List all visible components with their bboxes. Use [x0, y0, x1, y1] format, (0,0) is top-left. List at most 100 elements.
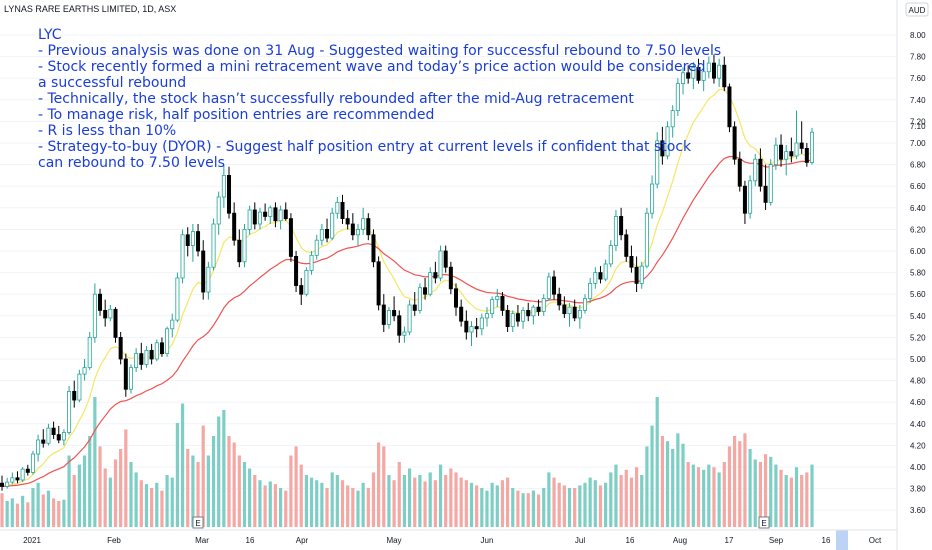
candle-body — [206, 266, 211, 293]
volume-bar — [227, 436, 231, 527]
x-tick-label: Oct — [869, 536, 882, 545]
volume-bar — [46, 490, 51, 527]
candle-body — [510, 313, 515, 328]
volume-bar — [428, 472, 432, 527]
candle-body — [433, 272, 438, 279]
volume-bar — [789, 477, 793, 527]
volume-bar — [392, 480, 396, 527]
y-tick-label: 4.80 — [910, 377, 926, 386]
volume-bar — [165, 475, 169, 527]
volume-bar — [144, 484, 149, 527]
candle-body — [371, 234, 376, 263]
y-tick-label: 4.00 — [910, 463, 926, 472]
candle-body — [454, 288, 459, 308]
volume-bar — [330, 472, 334, 527]
candle-body — [711, 62, 716, 79]
volume-bar — [10, 498, 14, 527]
volume-bar — [150, 488, 154, 527]
volume-bar — [134, 472, 138, 527]
annotation-line: - To manage risk, half position entries … — [38, 107, 434, 123]
volume-bar — [423, 481, 427, 527]
volume-bar — [320, 482, 324, 527]
candle-body — [278, 209, 283, 222]
candle-body — [92, 293, 97, 338]
volume-bar — [253, 475, 257, 527]
volume-bar — [77, 464, 81, 527]
candle-body — [660, 140, 665, 157]
volume-bar — [51, 498, 56, 527]
volume-bar — [733, 436, 737, 527]
volume-bar — [191, 455, 195, 527]
candle-body — [325, 228, 330, 239]
candlesticks — [0, 54, 815, 491]
candle-body — [180, 234, 185, 279]
candle-body — [376, 261, 381, 306]
candle-body — [737, 158, 742, 187]
candle-body — [603, 263, 608, 280]
volume-bar — [88, 436, 92, 527]
volume-bar — [464, 480, 468, 527]
volume-bar — [665, 441, 670, 527]
candle-body — [582, 298, 587, 311]
y-tick-label: 7.00 — [910, 139, 926, 148]
candle-body — [61, 432, 66, 441]
volume-bar — [72, 475, 76, 527]
volume-bar — [769, 456, 773, 527]
volume-bar — [609, 472, 613, 527]
candle-body — [366, 218, 371, 236]
candle-body — [655, 140, 660, 185]
volume-bar — [758, 462, 763, 527]
candle-body — [608, 245, 613, 265]
volume-bar — [655, 397, 659, 527]
volume-bar — [407, 468, 412, 527]
volume-bar — [598, 485, 603, 527]
x-tick-label: Jun — [481, 536, 494, 545]
y-tick-label: 8.00 — [910, 31, 926, 40]
candle-body — [36, 439, 41, 455]
price-axis[interactable]: 3.60 3.80 4.00 4.20 4.40 4.60 4.80 5.00 5.20 5.40… — [910, 31, 926, 515]
volume-bar — [573, 488, 577, 527]
candle-body — [299, 285, 304, 295]
candle-body — [252, 209, 257, 225]
candle-body — [804, 147, 809, 163]
volume-bar — [155, 482, 159, 527]
currency-badge[interactable] — [905, 2, 929, 17]
candle-body — [67, 390, 72, 433]
volume-bar — [542, 488, 546, 527]
volume-bar — [180, 403, 185, 527]
volume-bar — [805, 472, 809, 527]
candle-body — [681, 72, 686, 85]
volume-bar — [578, 485, 582, 527]
candle-body — [794, 142, 799, 157]
volume-bar — [242, 462, 247, 527]
volume-bar — [490, 482, 494, 527]
candle-body — [159, 342, 164, 354]
candle-body — [495, 295, 500, 300]
volume-bar — [315, 480, 319, 527]
volume-bar — [433, 480, 437, 527]
candle-body — [103, 309, 108, 319]
earnings-marker-label: E — [195, 519, 200, 528]
candle-body — [201, 250, 206, 293]
candle-body — [634, 266, 639, 284]
candle-body — [515, 313, 520, 322]
volume-bar — [232, 442, 236, 527]
candle-body — [598, 272, 603, 280]
volume-bar — [459, 477, 463, 527]
symbol-title[interactable]: LYNAS RARE EARTHS LIMITED, 1D, ASX — [4, 4, 176, 14]
volume-bar — [113, 459, 118, 527]
candle-body — [242, 228, 247, 263]
volume-bar — [645, 446, 649, 527]
volume-bar — [93, 397, 97, 527]
candle-body — [335, 201, 340, 214]
volume-bar — [263, 485, 267, 527]
volume-bar — [222, 410, 226, 527]
volume-bar — [382, 446, 386, 527]
candle-body — [443, 250, 448, 268]
y-tick-label: 5.60 — [910, 290, 926, 299]
time-axis[interactable]: 2021 Feb Mar 16 Apr May Jun Jul 16 Aug 17 Sep 16 Oct — [23, 536, 882, 545]
y-tick-label: 6.20 — [910, 225, 926, 234]
volume-bar — [552, 477, 556, 527]
